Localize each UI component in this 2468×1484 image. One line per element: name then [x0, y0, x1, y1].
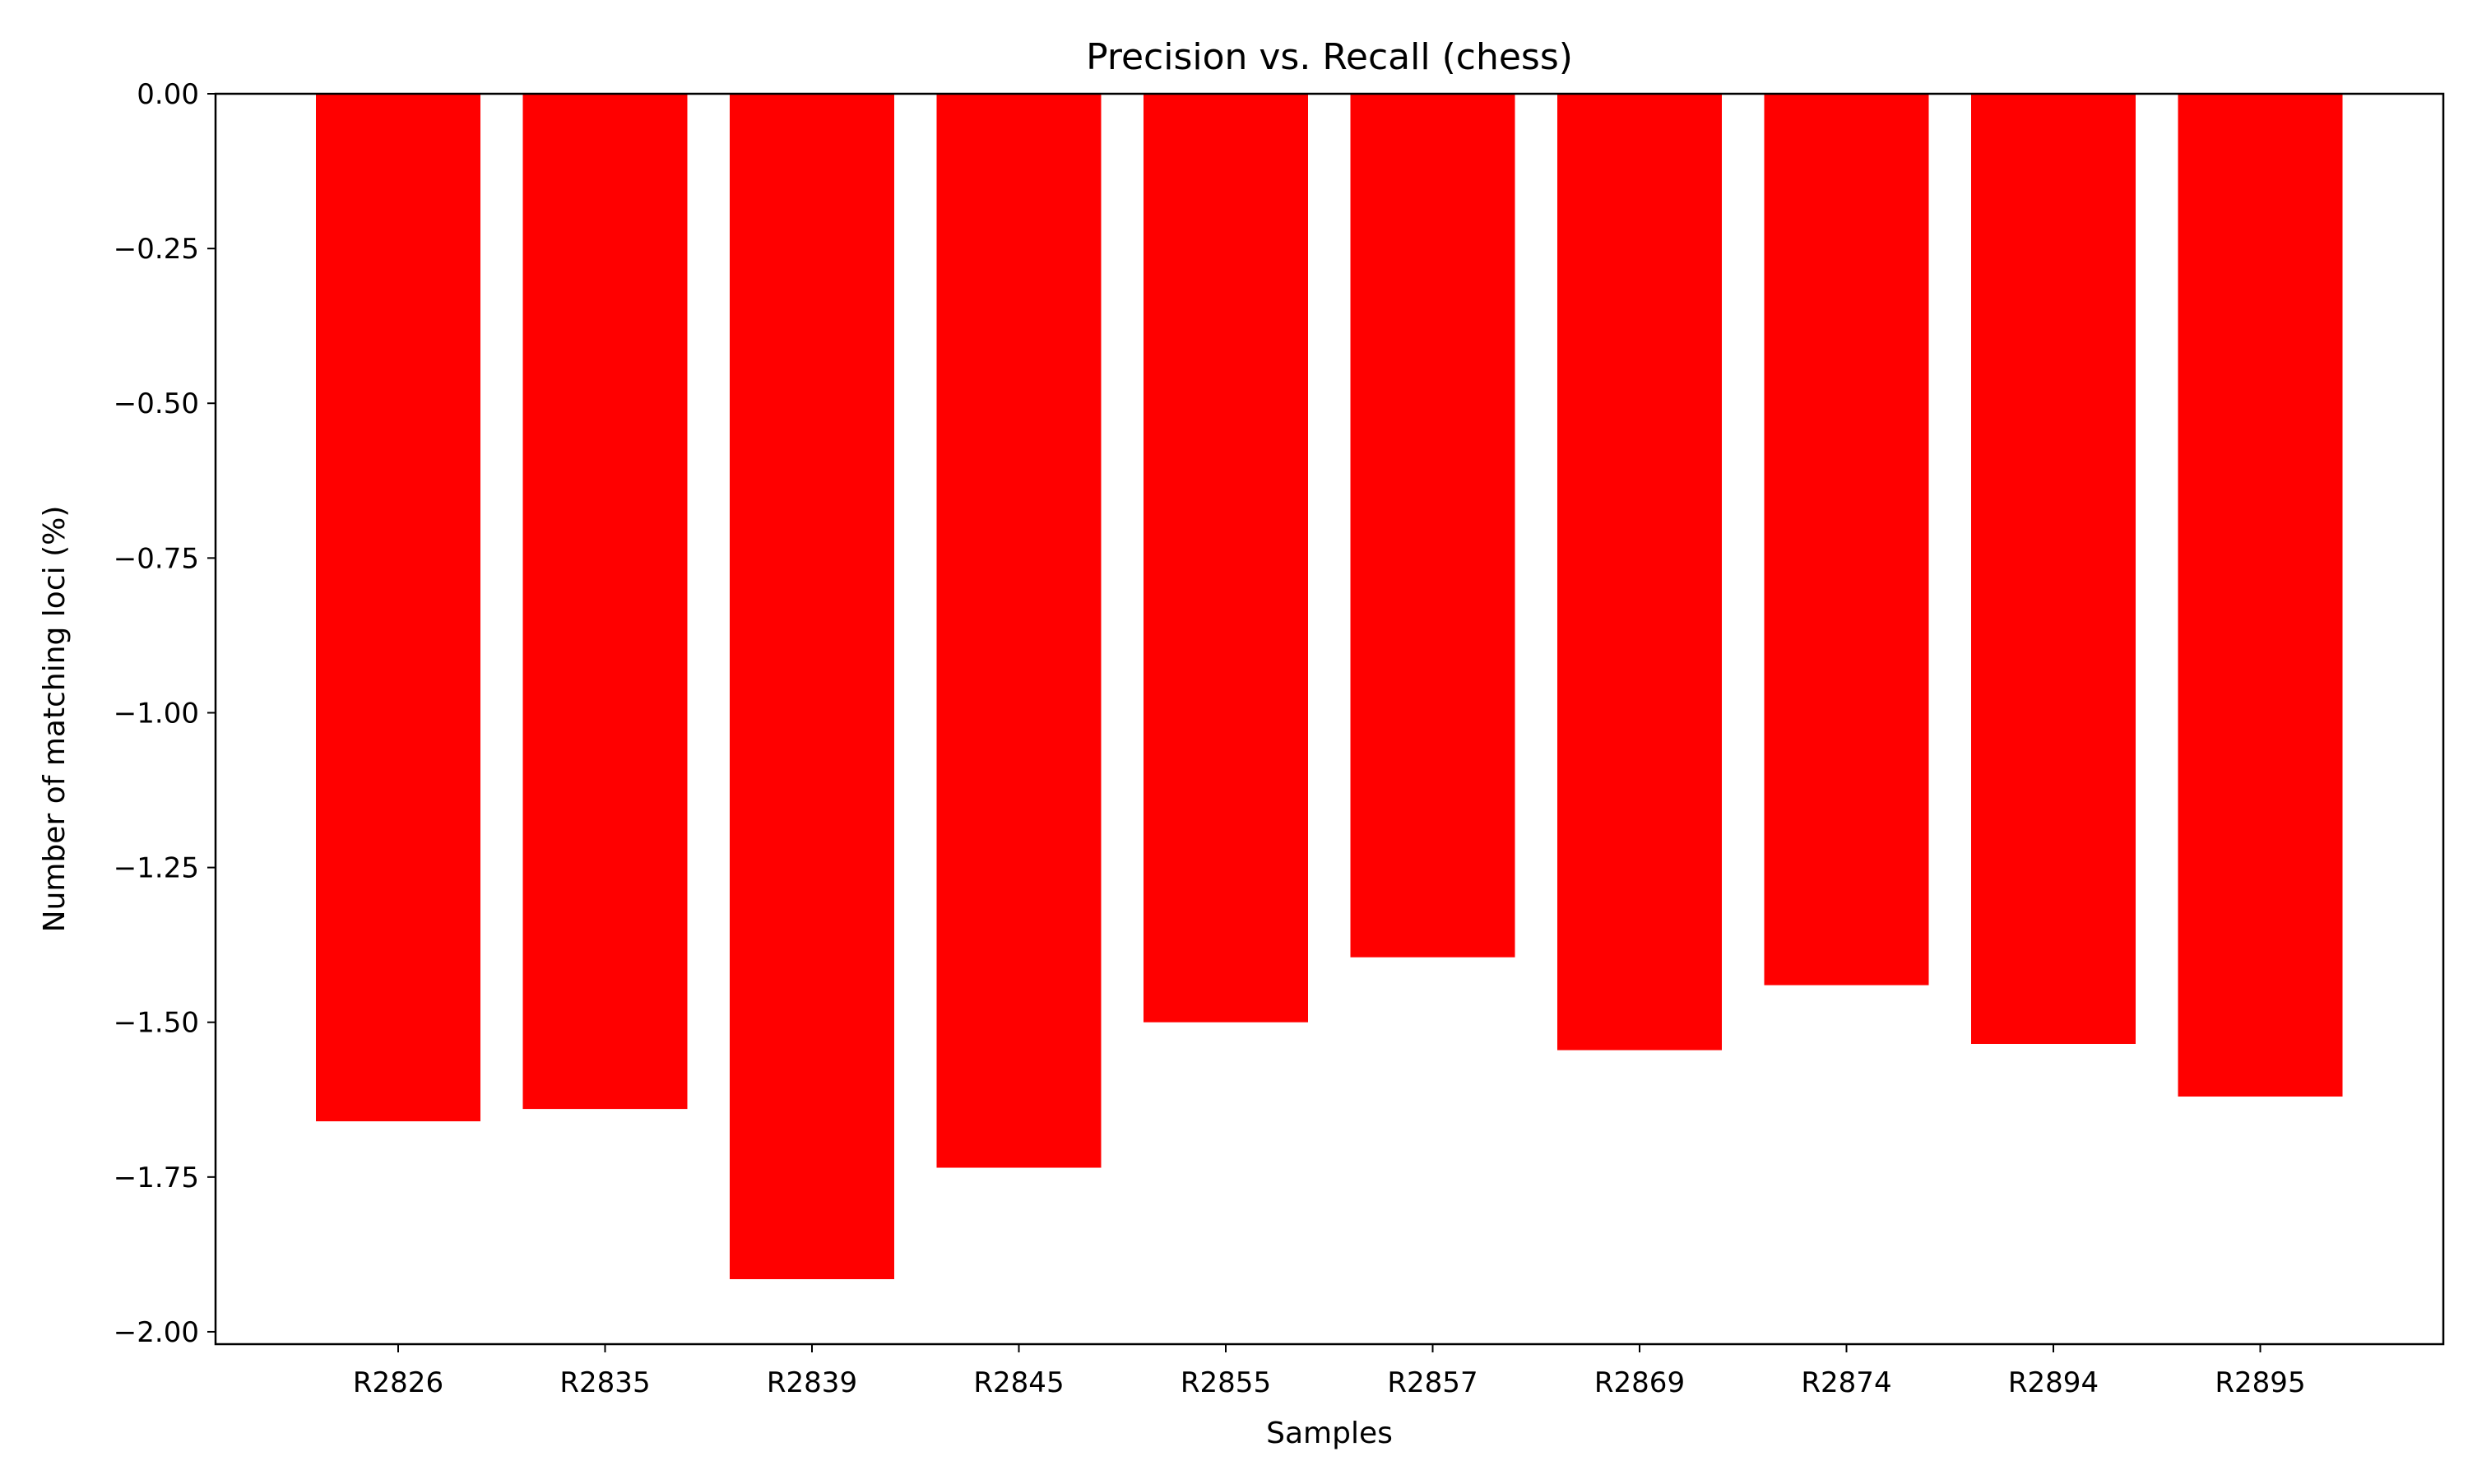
y-tick-label: −2.00 [114, 1316, 199, 1349]
x-tick-label: R2839 [767, 1366, 857, 1399]
bar-R2895 [2178, 94, 2343, 1097]
bar-R2894 [1971, 94, 2136, 1044]
x-tick-label: R2874 [1801, 1366, 1891, 1399]
bar-R2857 [1350, 94, 1515, 958]
x-tick-label: R2869 [1594, 1366, 1685, 1399]
x-tick-label: R2895 [2215, 1366, 2305, 1399]
bars-layer [316, 94, 2343, 1279]
x-tick-label: R2857 [1387, 1366, 1478, 1399]
bar-R2869 [1557, 94, 1722, 1050]
bar-R2826 [316, 94, 480, 1122]
plot-frame [214, 92, 2445, 1346]
bar-R2845 [936, 94, 1102, 1168]
x-tick-label: R2835 [559, 1366, 650, 1399]
bar-R2874 [1764, 94, 1929, 985]
y-tick-label: −1.75 [114, 1162, 199, 1194]
y-tick-label: −0.50 [114, 387, 199, 420]
bar-R2839 [730, 94, 894, 1279]
y-tick-label: −1.25 [114, 852, 199, 885]
y-tick-label: 0.00 [137, 78, 199, 111]
x-tick-label: R2894 [2008, 1366, 2099, 1399]
y-tick-label: −1.00 [114, 697, 199, 730]
x-tick-label: R2855 [1181, 1366, 1271, 1399]
bar-R2835 [522, 94, 688, 1110]
y-tick-label: −1.50 [114, 1007, 199, 1040]
y-axis-label: Number of matching loci (%) [38, 506, 72, 933]
x-axis-label: Samples [1266, 1417, 1393, 1450]
x-tick-label: R2826 [353, 1366, 443, 1399]
bar-R2855 [1144, 94, 1308, 1023]
chart-title: Precision vs. Recall (chess) [1086, 36, 1573, 78]
y-tick-label: −0.75 [114, 542, 199, 575]
y-axis: 0.00 −0.25 −0.50 −0.75 −1.00 −1.25 −1.50 −1.75 −… [114, 78, 216, 1349]
y-tick-label: −0.25 [114, 233, 199, 266]
x-tick-label: R2845 [973, 1366, 1064, 1399]
x-axis: R2826 R2835 R2839 R2845 R2855 R2857 R2869 R2874… [353, 1344, 2306, 1399]
